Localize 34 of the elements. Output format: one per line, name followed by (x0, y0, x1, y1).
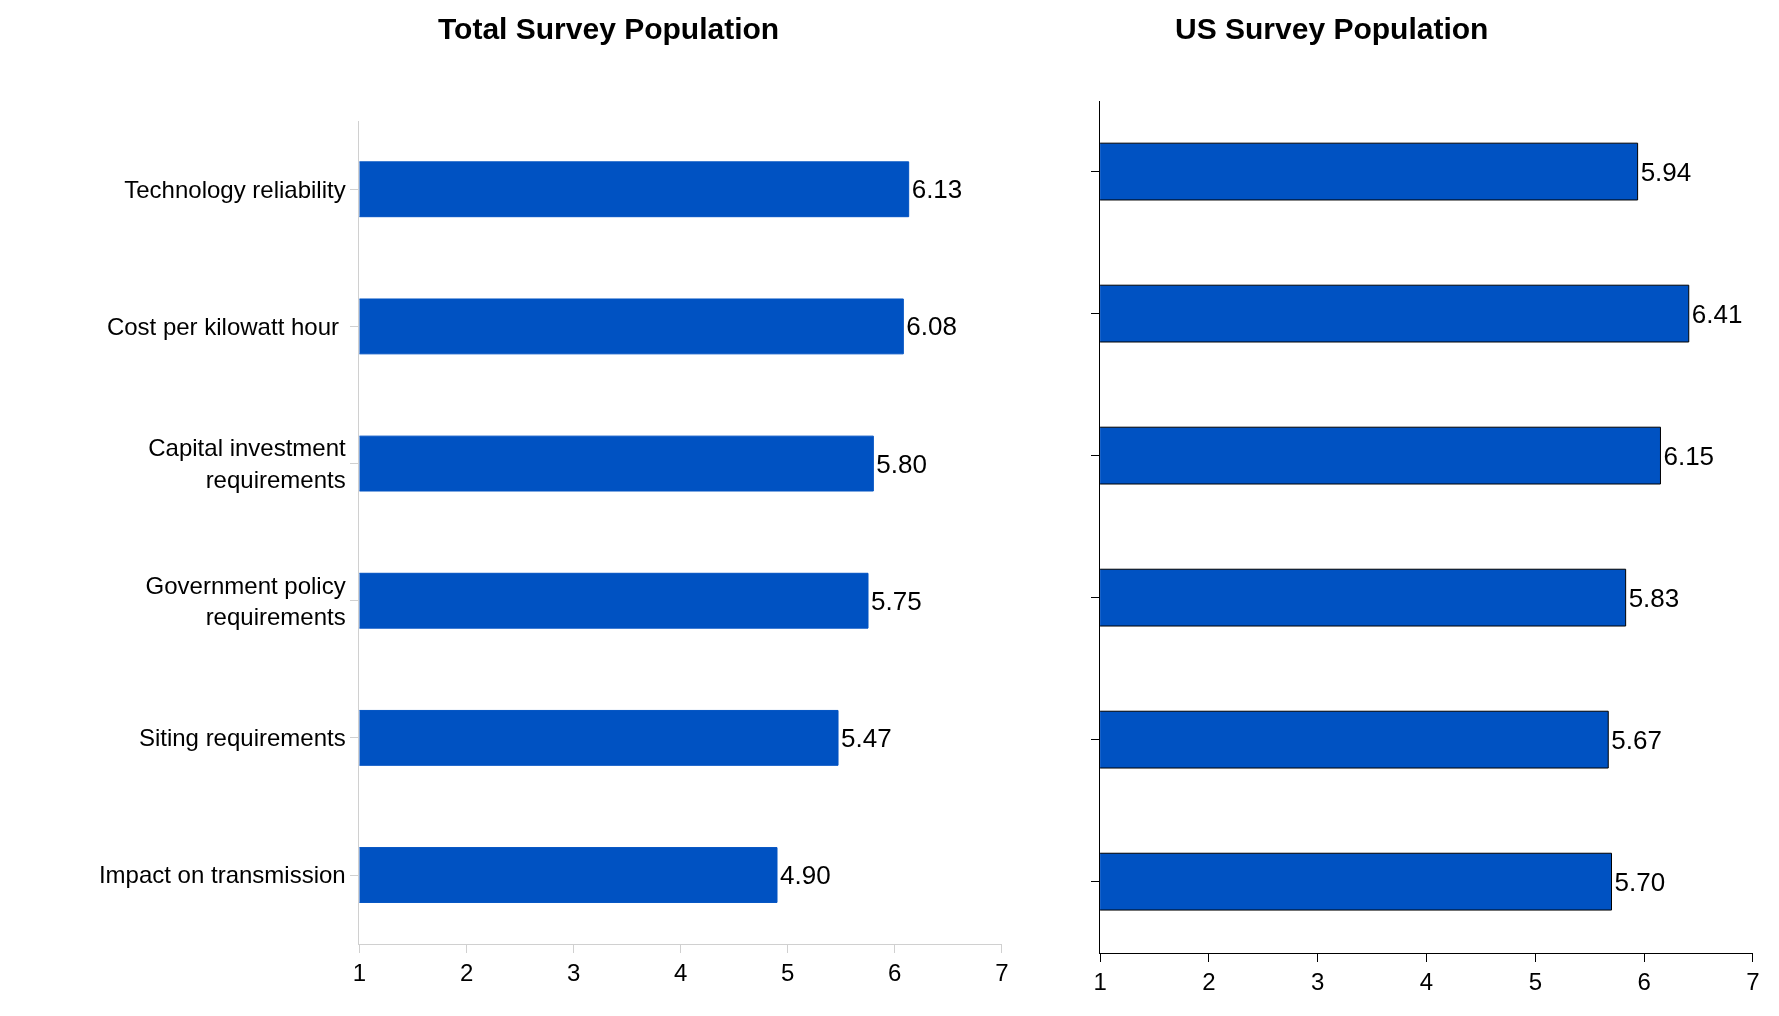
x-tick-label: 1 (1093, 968, 1107, 996)
x-tick-label: 3 (1311, 968, 1325, 996)
x-tick-label: 7 (1746, 968, 1760, 996)
y-tick-label: Cost per kilowatt hour (106, 312, 346, 340)
y-tick-label: Siting requirements (138, 724, 346, 752)
data-label: 6.08 (906, 311, 957, 342)
data-label: 5.70 (1614, 866, 1666, 897)
x-tick-label: 2 (459, 959, 474, 987)
data-label: 5.94 (1640, 156, 1692, 187)
data-label: 5.83 (1628, 582, 1680, 613)
y-tick-label: Technology reliability (124, 175, 346, 203)
chart-title: Total Survey Population (438, 12, 780, 45)
x-tick-label: 5 (1528, 968, 1543, 996)
data-label: 4.90 (780, 860, 831, 891)
x-tick-label: 2 (1202, 968, 1216, 996)
data-label: 5.67 (1611, 724, 1662, 755)
x-tick-label: 7 (995, 959, 1009, 987)
y-tick-label: Impact on transmission (98, 861, 346, 889)
x-tick-label: 6 (888, 959, 902, 987)
x-tick-label: 4 (1419, 968, 1434, 996)
y-tick-label: Government policy requirements (145, 571, 346, 630)
data-label: 5.75 (871, 585, 922, 616)
x-tick-label: 4 (673, 959, 688, 987)
data-label: 6.41 (1691, 298, 1743, 329)
x-tick-label: 6 (1637, 968, 1651, 996)
data-label: 5.80 (876, 448, 927, 479)
x-tick-label: 3 (566, 959, 581, 987)
data-label: 5.47 (841, 722, 892, 753)
x-tick-label: 1 (352, 959, 367, 987)
data-label: 6.13 (911, 174, 963, 205)
x-tick-label: 5 (781, 959, 795, 987)
y-tick-label: Capital investment requirements (148, 434, 347, 493)
chart-title: US Survey Population (1175, 12, 1489, 45)
data-label: 6.15 (1663, 440, 1715, 471)
